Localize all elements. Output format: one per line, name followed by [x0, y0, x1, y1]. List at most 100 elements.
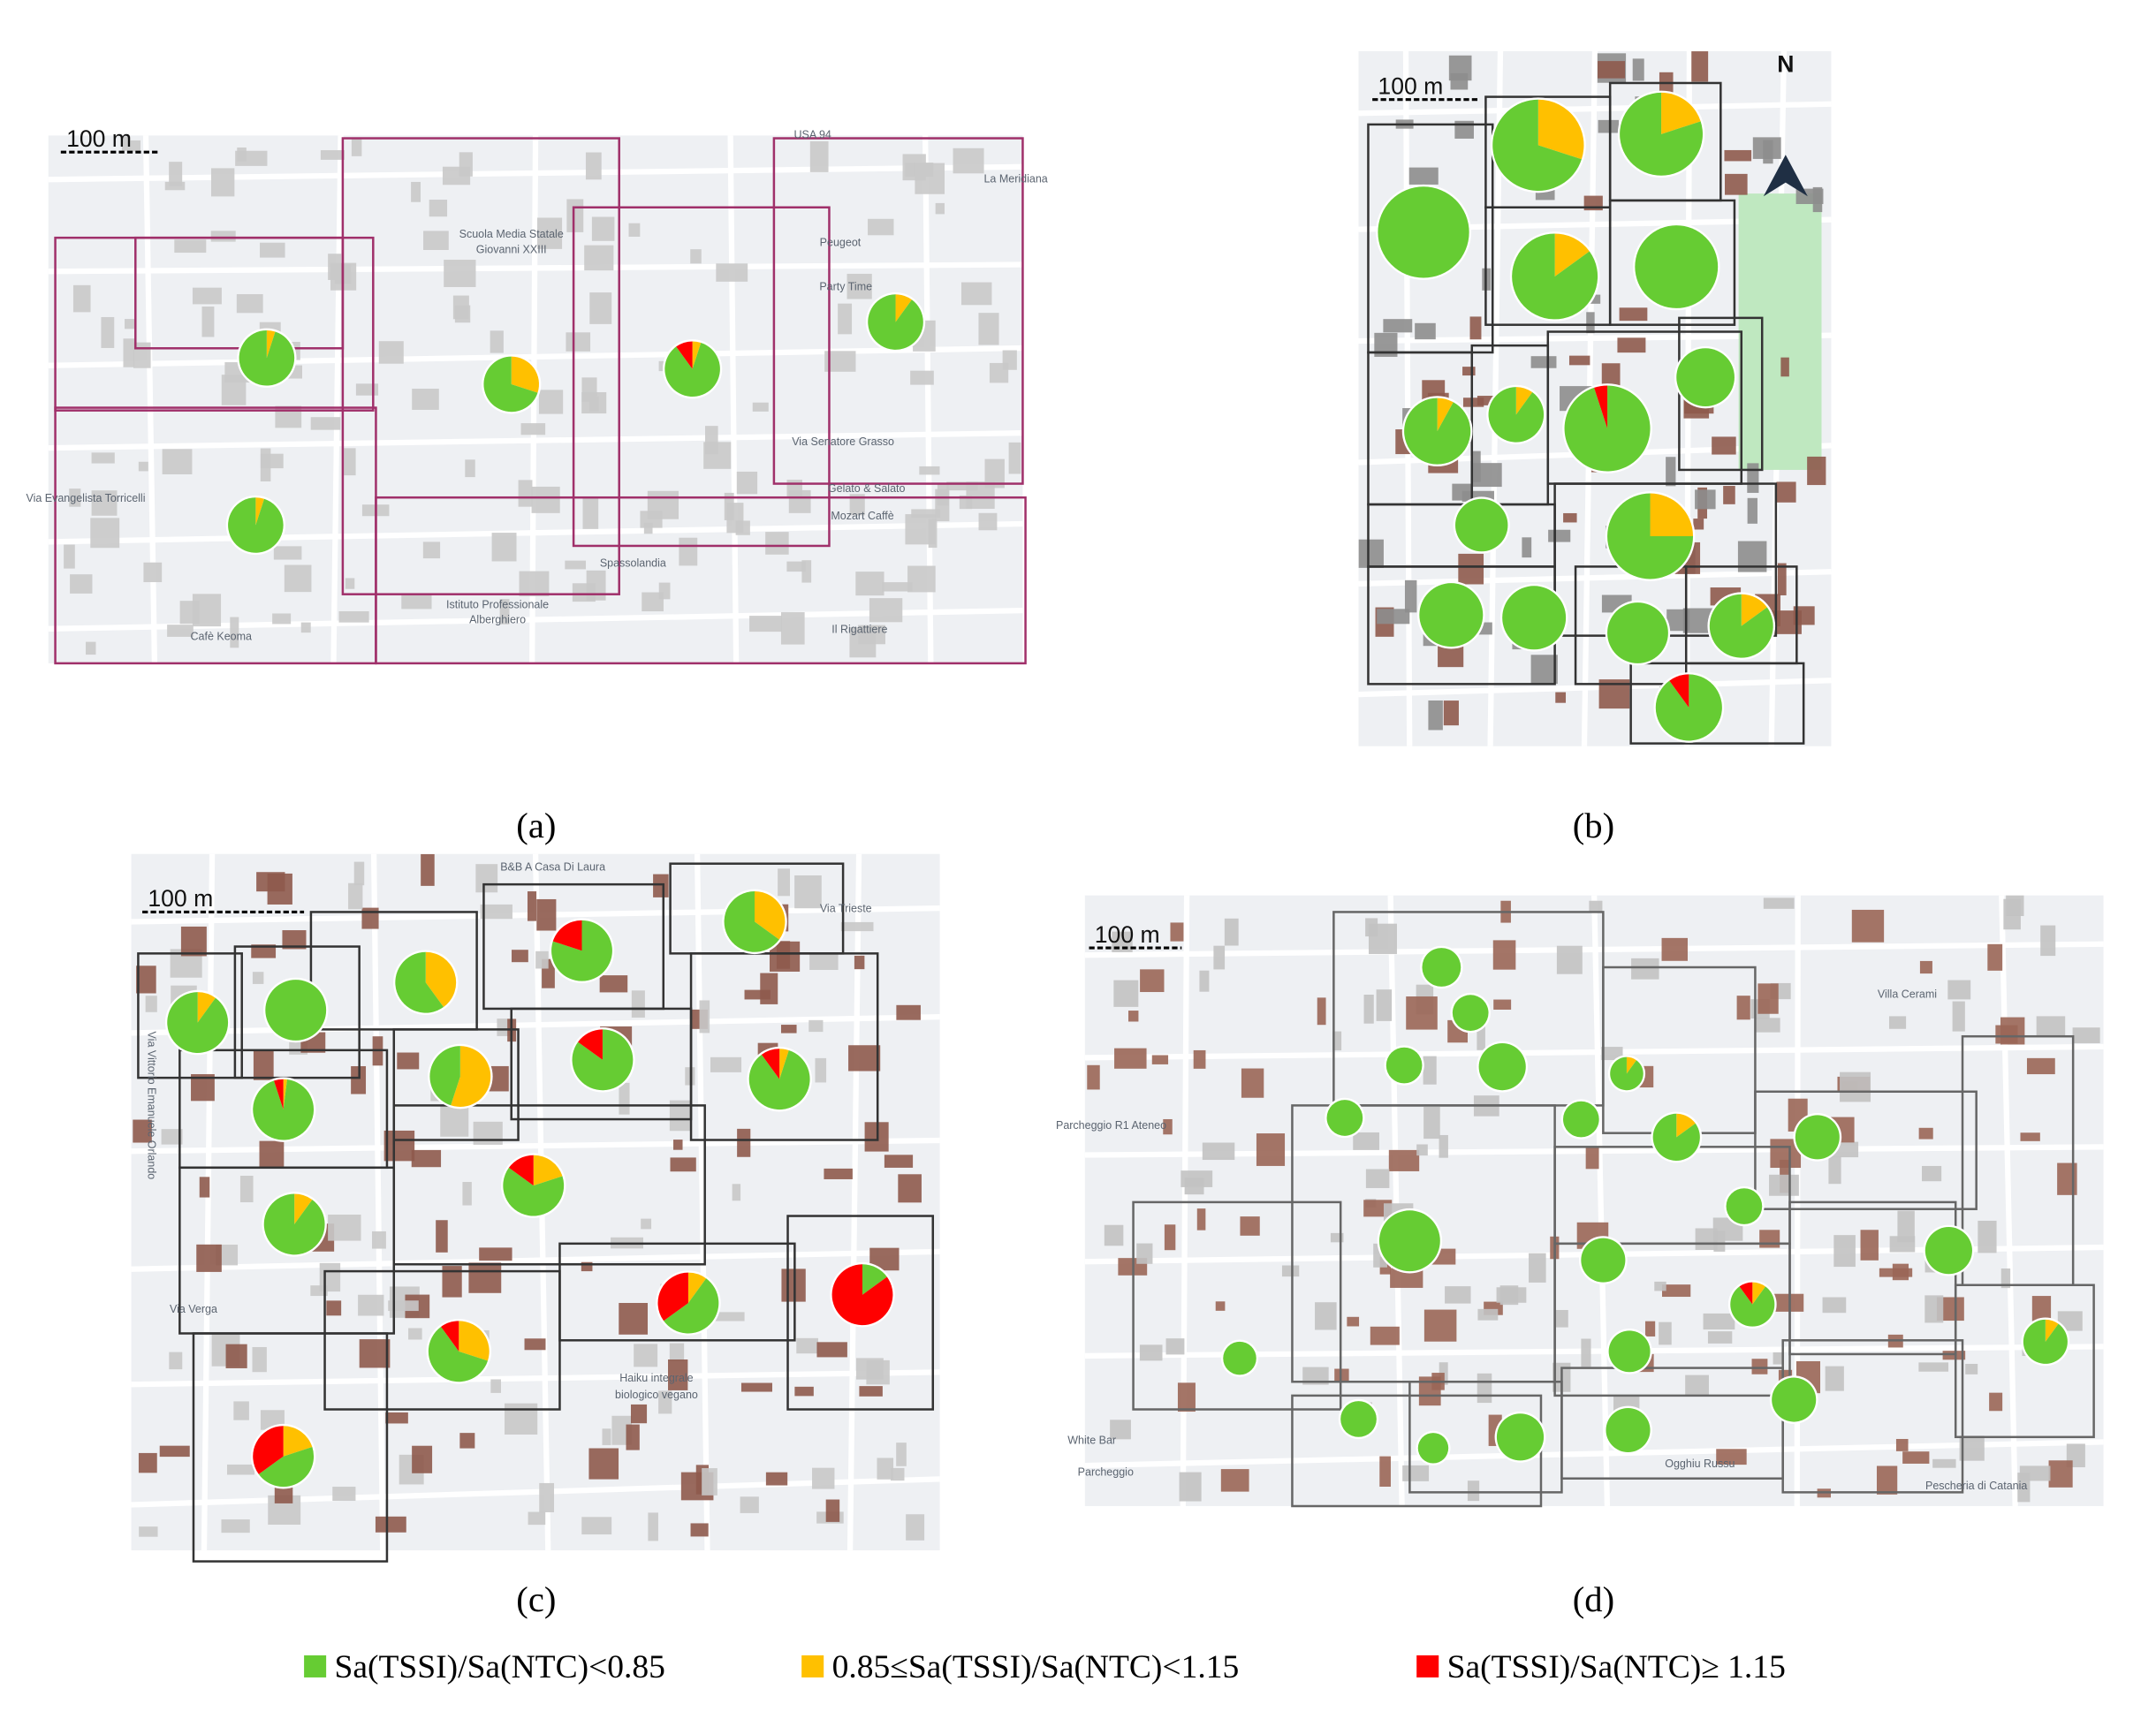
- building: [180, 926, 207, 957]
- building: [1330, 1232, 1344, 1243]
- pie-slice: [1594, 385, 1608, 428]
- building: [1763, 897, 1795, 909]
- building: [310, 1285, 328, 1297]
- building: [359, 1339, 391, 1368]
- pie-slice: [1492, 99, 1582, 191]
- pie-slice: [724, 890, 779, 952]
- building: [690, 249, 702, 264]
- pie-slice: [1478, 1043, 1526, 1091]
- building: [1423, 1309, 1457, 1342]
- building: [159, 1445, 190, 1458]
- building: [123, 338, 134, 367]
- building: [539, 1482, 555, 1512]
- building: [1215, 1301, 1226, 1311]
- building: [1213, 945, 1226, 970]
- building: [744, 989, 771, 1000]
- building: [1568, 355, 1590, 366]
- pie-slice: [1752, 1282, 1765, 1305]
- building: [1922, 1165, 1942, 1182]
- block-outline: [558, 1242, 796, 1342]
- street: [1180, 895, 1190, 1507]
- pie-slice: [1378, 186, 1469, 278]
- pie: [1376, 184, 1471, 280]
- pie-slice: [868, 294, 923, 350]
- building: [1493, 999, 1512, 1010]
- building: [848, 1045, 881, 1072]
- building: [736, 471, 758, 495]
- building: [584, 245, 614, 271]
- building: [648, 1512, 658, 1541]
- building: [1947, 980, 1971, 1000]
- building: [1895, 1438, 1909, 1451]
- building: [328, 1215, 361, 1241]
- building: [669, 1100, 691, 1132]
- pie: [1486, 384, 1546, 444]
- building: [1406, 996, 1438, 1030]
- map-label: Via Vittorio Emanuele Orlando: [145, 1032, 157, 1180]
- pie-slice: [283, 1079, 287, 1110]
- pie-slice: [428, 1326, 489, 1382]
- pie-slice: [1607, 493, 1694, 579]
- building: [1965, 1363, 1978, 1374]
- street: [131, 1248, 940, 1272]
- building: [1989, 1392, 2003, 1412]
- building: [538, 390, 564, 414]
- pie: [1727, 1280, 1777, 1329]
- building: [358, 1294, 384, 1316]
- building: [239, 1176, 254, 1203]
- legend-label: Sa(TSSI)/Sa(NTC)≥ 1.15: [1447, 1649, 1786, 1685]
- pie: [1490, 97, 1586, 193]
- building: [133, 1119, 152, 1143]
- building: [444, 260, 476, 287]
- map-label: Gelato & Salato: [828, 482, 906, 495]
- building: [192, 287, 222, 305]
- building: [796, 1337, 819, 1354]
- building: [1892, 1263, 1909, 1281]
- building: [338, 611, 369, 623]
- pie: [570, 1027, 635, 1093]
- street: [846, 853, 862, 1551]
- building: [824, 351, 856, 372]
- building: [300, 622, 311, 633]
- building: [1773, 1352, 1784, 1365]
- building: [740, 1496, 759, 1513]
- building: [174, 239, 207, 254]
- building: [2057, 1311, 2083, 1331]
- building: [282, 930, 307, 950]
- building: [840, 921, 874, 932]
- building: [1589, 900, 1603, 913]
- building: [411, 1149, 442, 1168]
- building: [869, 598, 903, 623]
- building: [1163, 1118, 1173, 1135]
- building: [794, 875, 822, 909]
- building: [960, 282, 992, 306]
- building: [1416, 1144, 1428, 1156]
- building: [1477, 1308, 1499, 1321]
- map-label: Via Verga: [170, 1303, 217, 1315]
- building: [1151, 1055, 1169, 1064]
- building: [1723, 486, 1735, 504]
- building: [378, 341, 404, 364]
- building: [1140, 969, 1165, 993]
- pie-slice: [2045, 1319, 2059, 1342]
- map-label: Via Senatore Grasso: [792, 435, 894, 448]
- pie-slice: [429, 1046, 460, 1106]
- building: [1959, 1435, 1985, 1461]
- pie-slice: [265, 980, 327, 1041]
- pie: [428, 1043, 493, 1109]
- building: [442, 1266, 462, 1298]
- block-outline: [341, 137, 620, 595]
- building: [1139, 1344, 1163, 1361]
- building: [859, 1386, 883, 1397]
- building: [1860, 1230, 1879, 1261]
- pie: [1477, 1041, 1529, 1093]
- building: [2026, 1057, 2055, 1075]
- building: [1751, 1359, 1768, 1374]
- building: [1180, 1170, 1213, 1187]
- building: [809, 952, 839, 971]
- building: [91, 490, 118, 516]
- building: [375, 1516, 406, 1533]
- map-label: USA 94: [793, 129, 831, 141]
- building: [877, 1458, 894, 1480]
- map-label: Cafè Keoma: [191, 630, 253, 642]
